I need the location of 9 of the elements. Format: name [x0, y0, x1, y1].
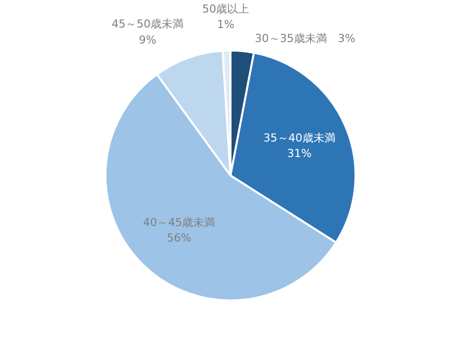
data-label: 9%: [138, 33, 156, 46]
slice-label: 45～50歳未満: [112, 18, 184, 31]
slice-label: 50歳以上: [202, 2, 250, 16]
data-label: 1%: [216, 18, 234, 32]
slice-label: 35～40歳未満: [263, 131, 336, 144]
slice-label: 40～45歳未満: [143, 216, 216, 229]
data-label: 31%: [287, 147, 312, 160]
slice-label: 30～35歳未満 3%: [254, 32, 356, 46]
data-label: 56%: [166, 231, 192, 244]
